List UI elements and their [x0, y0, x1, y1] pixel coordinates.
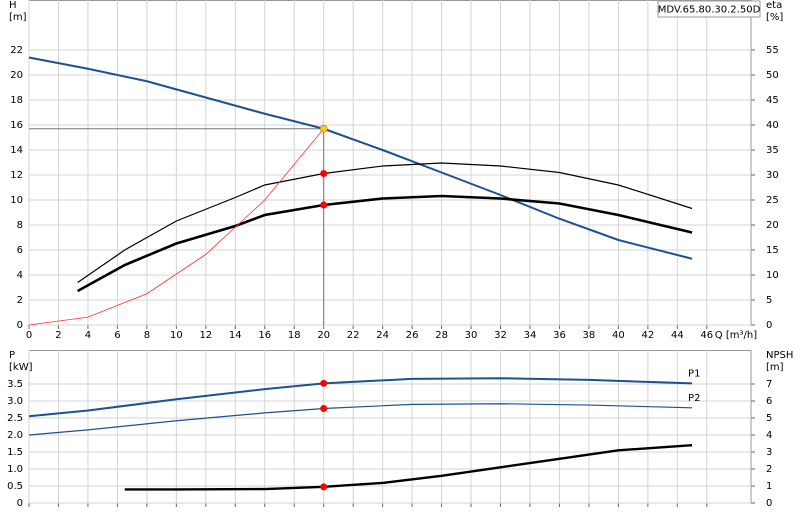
y-tick-label: 1.0	[7, 464, 23, 475]
curve	[28, 403, 693, 436]
x-tick-label: 30	[465, 330, 478, 341]
x-tick-label: 36	[553, 330, 566, 341]
x-tick-label: 18	[288, 330, 301, 341]
x-tick-label: 12	[199, 330, 212, 341]
y-axis-label: H	[9, 0, 17, 11]
x-tick-label: 38	[583, 330, 596, 341]
y-tick-label: 16	[10, 120, 23, 131]
y2-tick-label: 5	[766, 413, 772, 424]
y2-tick-label: 25	[766, 195, 779, 206]
y-axis-unit: [m]	[9, 12, 27, 23]
curve-label: P1	[688, 368, 700, 379]
x-tick-label: 32	[494, 330, 507, 341]
curve	[124, 444, 693, 491]
operating-point	[319, 124, 328, 133]
x-tick-label: 46	[700, 330, 713, 341]
y-tick-label: 6	[17, 245, 23, 256]
operating-point	[320, 170, 328, 177]
curve	[77, 162, 693, 283]
x-tick-label: 8	[144, 330, 150, 341]
y2-axis-unit: [m]	[766, 362, 784, 373]
y2-tick-label: 35	[766, 145, 779, 156]
y2-tick-label: 45	[766, 95, 779, 106]
x-tick-label: 40	[612, 330, 625, 341]
y2-tick-label: 0	[766, 320, 772, 331]
y2-tick-label: 30	[766, 170, 779, 181]
x-tick-label: 44	[671, 330, 684, 341]
plot-area	[28, 350, 752, 504]
y2-tick-label: 3	[766, 447, 772, 458]
y2-axis-unit: [%]	[766, 12, 783, 23]
x-tick-label: 2	[55, 330, 61, 341]
y-tick-label: 18	[10, 95, 23, 106]
curve-label: P2	[688, 393, 700, 404]
y2-tick-label: 7	[766, 379, 772, 390]
y2-axis-label: eta	[766, 0, 782, 11]
y-tick-label: 0	[17, 498, 23, 509]
y-axis-label: P	[9, 350, 15, 361]
y-tick-label: 3.0	[7, 396, 23, 407]
x-tick-label: 14	[229, 330, 242, 341]
curve	[28, 56, 693, 260]
x-tick-label: 20	[317, 330, 330, 341]
y-tick-label: 14	[10, 145, 23, 156]
y-tick-label: 2.0	[7, 430, 23, 441]
y-tick-label: 10	[10, 195, 23, 206]
y2-tick-label: 2	[766, 464, 772, 475]
y-tick-label: 0.5	[7, 481, 23, 492]
y2-tick-label: 50	[766, 70, 779, 81]
y-axis-unit: [kW]	[9, 362, 33, 373]
x-tick-label: 22	[347, 330, 360, 341]
y2-axis-label: NPSH	[766, 350, 793, 361]
x-tick-label: 24	[376, 330, 389, 341]
y2-tick-label: 10	[766, 270, 779, 281]
y2-tick-label: 40	[766, 120, 779, 131]
title-box	[657, 0, 761, 18]
y-tick-label: 2.5	[7, 413, 23, 424]
y2-tick-label: 5	[766, 295, 772, 306]
x-tick-label: 26	[406, 330, 419, 341]
y-tick-label: 1.5	[7, 447, 23, 458]
operating-point	[320, 483, 328, 491]
y2-tick-label: 6	[766, 396, 772, 407]
y2-tick-label: 4	[766, 430, 772, 441]
curve	[76, 194, 693, 293]
plot-area	[28, 0, 752, 326]
x-tick-label: 6	[114, 330, 120, 341]
x-tick-label: 16	[258, 330, 271, 341]
y-tick-label: 12	[10, 170, 23, 181]
x-tick-label: 0	[26, 330, 32, 341]
curve	[28, 128, 325, 326]
y-tick-label: 3.5	[7, 379, 23, 390]
operating-point	[320, 379, 328, 387]
chart-title: MDV.65.80.30.2.50D	[658, 5, 761, 16]
y-tick-label: 0	[17, 320, 23, 331]
y-tick-label: 4	[17, 270, 23, 281]
y-tick-label: 2	[17, 295, 23, 306]
x-tick-label: 28	[435, 330, 448, 341]
y2-tick-label: 55	[766, 45, 779, 56]
y2-tick-label: 15	[766, 245, 779, 256]
x-tick-label: 4	[85, 330, 91, 341]
y2-tick-label: 0	[766, 498, 772, 509]
x-tick-label: 42	[641, 330, 654, 341]
y2-tick-label: 20	[766, 220, 779, 231]
x-axis-label: Q [m³/h]	[715, 330, 757, 341]
y-tick-label: 20	[10, 70, 23, 81]
y2-tick-label: 1	[766, 481, 772, 492]
operating-point	[320, 201, 328, 209]
y-tick-label: 22	[10, 45, 23, 56]
x-tick-label: 34	[524, 330, 537, 341]
operating-point	[320, 404, 328, 412]
y-tick-label: 8	[17, 220, 23, 231]
x-tick-label: 10	[170, 330, 183, 341]
